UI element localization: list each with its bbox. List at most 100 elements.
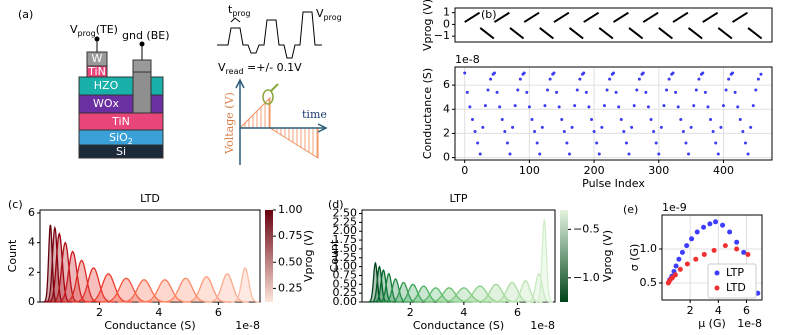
distribution-curve bbox=[182, 276, 231, 303]
point bbox=[693, 256, 699, 262]
point bbox=[486, 88, 490, 92]
point bbox=[679, 249, 685, 255]
point bbox=[473, 129, 477, 133]
y-tick-label: 0.50 bbox=[333, 277, 358, 290]
distribution-curve bbox=[535, 218, 553, 303]
point bbox=[684, 141, 688, 145]
point bbox=[649, 118, 653, 122]
distribution-curve bbox=[373, 269, 394, 303]
point bbox=[535, 141, 539, 145]
point bbox=[746, 152, 750, 156]
pulse-waveform bbox=[217, 11, 322, 59]
point bbox=[672, 272, 678, 278]
te-label: Vprog(TE) bbox=[70, 23, 118, 38]
y-tick-label: 0 bbox=[443, 17, 450, 30]
point bbox=[689, 236, 695, 242]
point bbox=[716, 152, 720, 156]
distribution-curve bbox=[370, 265, 389, 303]
distribution-curve bbox=[395, 283, 431, 303]
point bbox=[627, 152, 631, 156]
panel-label: (e) bbox=[623, 203, 638, 216]
point bbox=[568, 152, 572, 156]
x-tick-label: 2 bbox=[687, 304, 694, 317]
point bbox=[721, 104, 725, 108]
point bbox=[674, 90, 678, 94]
vprog-sub: prog bbox=[324, 13, 342, 22]
point bbox=[533, 129, 537, 133]
point bbox=[720, 222, 726, 228]
point bbox=[694, 229, 700, 235]
point bbox=[701, 224, 707, 230]
y-axis-label: σ (G) bbox=[628, 244, 641, 272]
legend-swatch bbox=[714, 285, 720, 291]
plot-frame bbox=[454, 7, 773, 43]
y-tick-label: 4 bbox=[443, 102, 450, 115]
point bbox=[465, 90, 469, 94]
point bbox=[476, 141, 480, 145]
point bbox=[557, 105, 561, 109]
legend-label: LTD bbox=[726, 281, 746, 294]
point bbox=[641, 71, 645, 75]
distribution-curve bbox=[230, 266, 260, 303]
distribution-curve bbox=[138, 279, 192, 303]
point bbox=[654, 141, 658, 145]
legend-label: LTP bbox=[726, 266, 744, 279]
x-tick-label: 100 bbox=[519, 164, 540, 177]
point bbox=[681, 129, 685, 133]
distribution-curve bbox=[117, 279, 171, 303]
distribution-curve bbox=[158, 277, 212, 303]
point bbox=[703, 90, 707, 94]
point bbox=[632, 104, 636, 108]
point bbox=[657, 152, 661, 156]
y-offset: 1e-9 bbox=[662, 201, 687, 214]
y-axis-label: Vprog (V) bbox=[421, 0, 434, 51]
point bbox=[612, 71, 615, 75]
y-tick-label: 1.25 bbox=[333, 251, 358, 264]
arrow bbox=[235, 78, 245, 89]
colorbar-tick-label: 0.75 bbox=[278, 229, 303, 242]
vprog-label: Vprog bbox=[316, 7, 342, 22]
point bbox=[587, 105, 591, 109]
vread-rest: =+/- 0.1V bbox=[244, 61, 303, 74]
y-tick-label: 4 bbox=[28, 236, 35, 249]
point bbox=[602, 104, 606, 108]
point bbox=[575, 88, 579, 92]
tprog-sub: prog bbox=[232, 9, 250, 18]
point bbox=[560, 118, 564, 122]
point bbox=[743, 141, 747, 145]
point bbox=[677, 266, 683, 272]
sio2-sub: 2 bbox=[128, 137, 133, 146]
layer-label: TiN bbox=[87, 65, 106, 78]
ramp-y-label: Voltage (V) bbox=[223, 92, 236, 155]
y-tick-label: 1.0 bbox=[640, 242, 658, 255]
point bbox=[671, 71, 675, 75]
point bbox=[617, 105, 621, 109]
point bbox=[694, 88, 698, 92]
point bbox=[727, 77, 731, 81]
point bbox=[713, 219, 719, 225]
point bbox=[751, 104, 755, 108]
x-offset: 1e-8 bbox=[530, 319, 555, 332]
y-tick-label: 0.00 bbox=[333, 295, 358, 308]
chart-title: LTD bbox=[140, 192, 160, 205]
distribution-curve bbox=[367, 261, 383, 303]
point bbox=[706, 105, 710, 109]
x-tick-label: 2 bbox=[96, 306, 103, 319]
point bbox=[741, 249, 747, 255]
point bbox=[573, 104, 577, 108]
point bbox=[722, 243, 728, 249]
point bbox=[600, 125, 604, 129]
distribution-curve bbox=[377, 272, 400, 303]
x-tick-label: 6 bbox=[215, 306, 222, 319]
x-axis-label: Conductance (S) bbox=[104, 319, 195, 332]
colorbar-tick-label: 0.25 bbox=[278, 281, 303, 294]
point bbox=[540, 125, 544, 129]
layer-label: HZO bbox=[94, 79, 119, 92]
y-axis-label: Conductance (S) bbox=[421, 68, 434, 159]
line bbox=[464, 11, 763, 40]
colorbar-tick-label: 0.50 bbox=[278, 255, 303, 268]
point bbox=[597, 152, 601, 156]
colorbar bbox=[560, 210, 568, 302]
point bbox=[714, 141, 718, 145]
